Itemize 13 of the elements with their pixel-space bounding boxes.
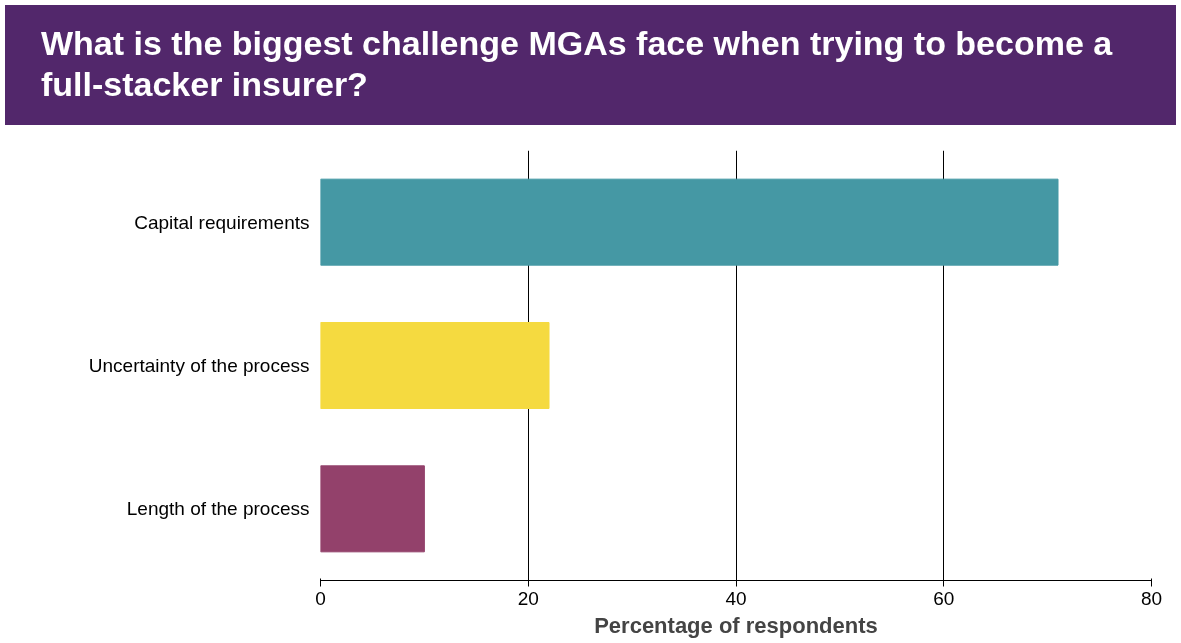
y-tick-label: Length of the process [126, 498, 310, 520]
x-tick-label: 60 [933, 587, 955, 609]
x-tick-label: 40 [725, 587, 747, 609]
bar [320, 178, 1059, 266]
bar [320, 322, 550, 409]
y-tick-label: Uncertainty of the process [88, 355, 310, 376]
x-tick-label: 0 [315, 587, 326, 609]
x-tick-label: 80 [1140, 587, 1163, 609]
chart-title: What is the biggest challenge MGAs face when trying to become a full-stacker insurer? [41, 23, 1114, 105]
y-tick-label: Capital requirements [134, 211, 310, 233]
x-tick-label: 20 [517, 587, 539, 609]
bar [320, 465, 425, 553]
x-axis-title: Percentage of respondents [594, 612, 878, 638]
